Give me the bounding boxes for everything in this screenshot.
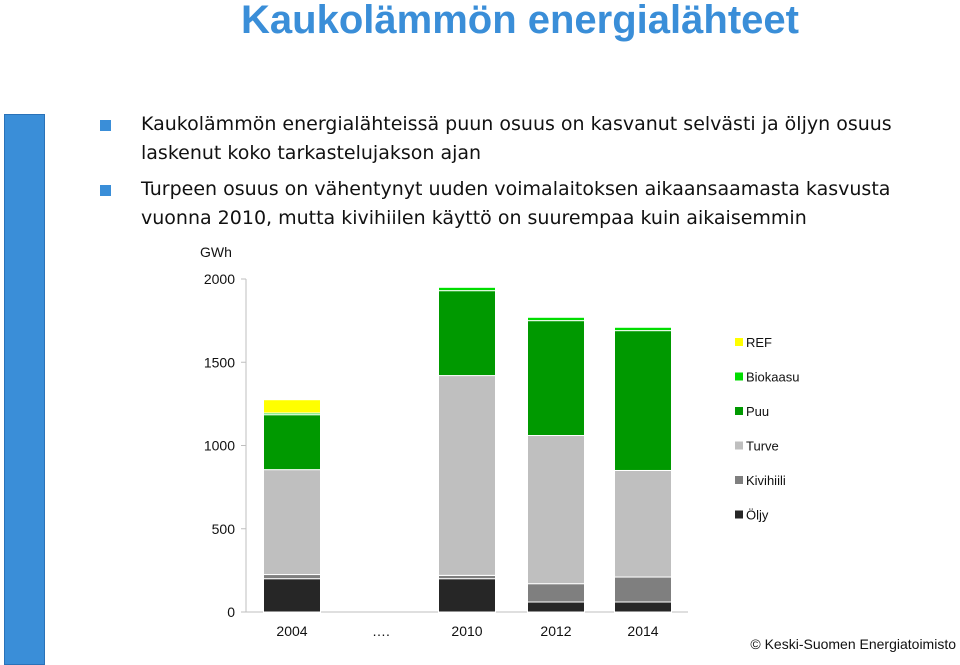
legend-swatch-biokaasu (735, 372, 743, 381)
y-tick-label: 2000 (204, 271, 235, 287)
x-tick-label: 2012 (540, 623, 571, 639)
bar-segment-kivihiili (527, 583, 585, 603)
bar-segment-öljy (263, 578, 321, 613)
bar-segment-biokaasu (527, 316, 585, 322)
bullet-item: Kaukolämmön energialähteissä puun osuus … (100, 110, 960, 168)
accent-bar (4, 114, 45, 665)
bullet-list: Kaukolämmön energialähteissä puun osuus … (100, 110, 960, 240)
y-tick-label: 1000 (204, 438, 235, 454)
bar-segment-kivihiili (263, 574, 321, 580)
bar-segment-turve (614, 469, 672, 578)
legend-label: Biokaasu (746, 370, 799, 385)
copyright-text: © Keski-Suomen Energiatoimisto (750, 636, 956, 652)
bar-segment-öljy (438, 578, 496, 613)
bar-segment-puu (614, 330, 672, 471)
bar-segment-turve (263, 469, 321, 576)
chart-bars (263, 286, 672, 613)
bullet-item: Turpeen osuus on vähentynyt uuden voimal… (100, 175, 960, 233)
bullet-square-icon (100, 185, 111, 196)
y-tick-label: 1500 (204, 354, 235, 370)
bar-segment-puu (263, 414, 321, 471)
legend-label: REF (746, 335, 772, 350)
x-tick-label: 2004 (276, 623, 307, 639)
y-tick-label: 0 (227, 604, 235, 620)
page-title: Kaukolämmön energialähteet (241, 0, 799, 42)
bullet-text: Kaukolämmön energialähteissä puun osuus … (141, 113, 892, 164)
legend-swatch-öljy (735, 510, 743, 519)
bar-segment-öljy (614, 601, 672, 613)
legend-swatch-turve (735, 441, 743, 450)
legend-label: Kivihiili (746, 473, 786, 488)
chart-legend: REF Biokaasu Puu Turve Kivihiili Öljy (735, 335, 799, 523)
bullet-square-icon (100, 120, 111, 131)
y-tick-label: 500 (212, 521, 236, 537)
bar-segment-ref (263, 399, 321, 414)
y-axis-unit-label: GWh (200, 244, 232, 260)
bar-segment-biokaasu (438, 286, 496, 292)
legend-label: Turve (746, 439, 779, 454)
bar-segment-turve (438, 375, 496, 576)
bar-segment-öljy (527, 601, 585, 613)
bar-segment-puu (438, 290, 496, 377)
legend-label: Öljy (746, 508, 769, 523)
bullet-text: Turpeen osuus on vähentynyt uuden voimal… (141, 178, 891, 229)
legend-swatch-kivihiili (735, 476, 743, 484)
legend-swatch-ref (735, 338, 743, 346)
bar-segment-biokaasu (614, 326, 672, 332)
legend-swatch-puu (735, 407, 743, 415)
x-tick-label: …. (372, 623, 390, 639)
legend-label: Puu (746, 404, 769, 419)
x-tick-label: 2014 (627, 623, 658, 639)
bar-segment-turve (527, 435, 585, 585)
bar-segment-puu (527, 320, 585, 437)
x-tick-labels: 2004 …. 2010 2012 2014 (276, 623, 658, 639)
bar-segment-kivihiili (614, 576, 672, 603)
x-tick-label: 2010 (451, 623, 482, 639)
